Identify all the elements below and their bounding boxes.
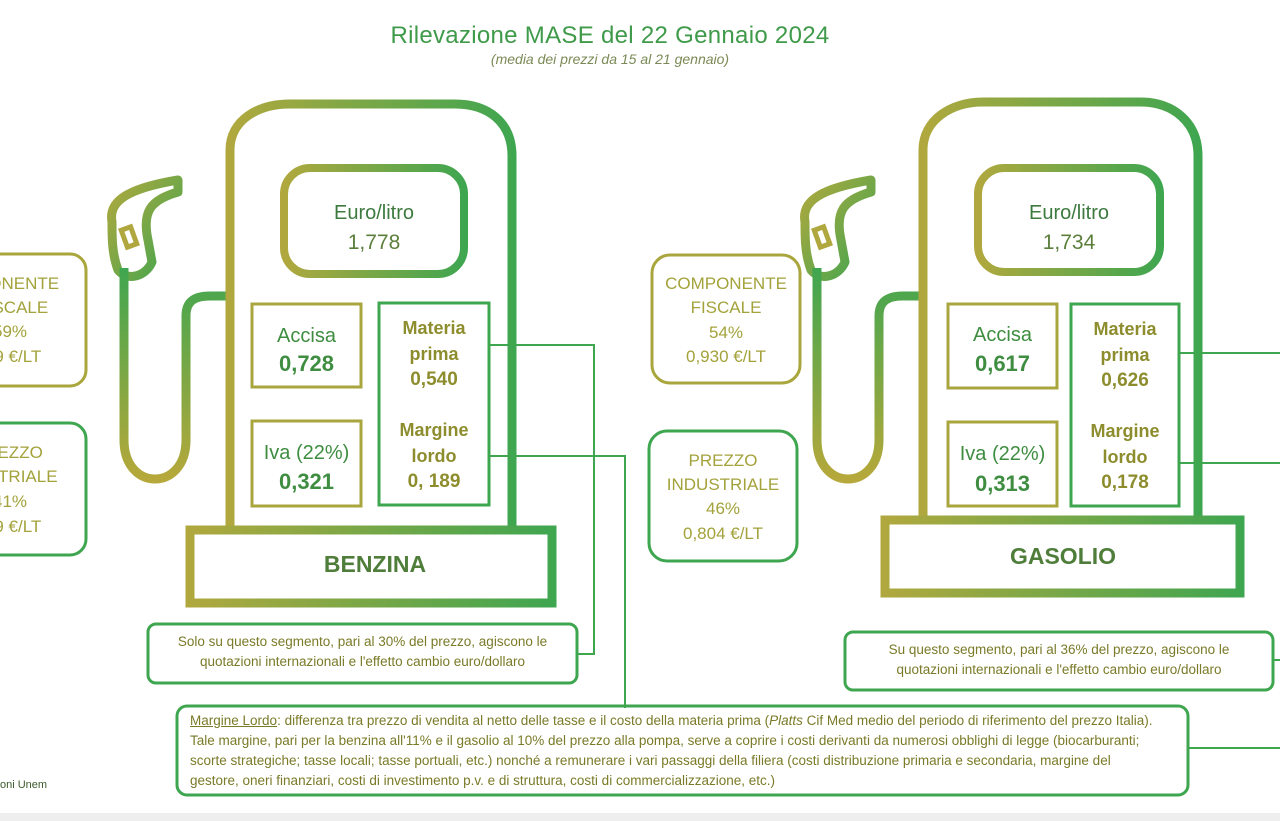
margin-note-box xyxy=(175,704,1190,797)
gasolio-industriale-line-2: INDUSTRIALE xyxy=(666,475,780,494)
gasolio-segment-note-box xyxy=(843,630,1275,692)
margin-note-line-4: gestore, oneri finanziari, costi di inve… xyxy=(190,773,775,788)
gasolio-industriale-line-1: PREZZO xyxy=(688,451,758,470)
gasolio-pump-body xyxy=(918,97,1203,518)
benzina-margine-label-2: lordo xyxy=(411,446,457,466)
benzina-fiscale-box xyxy=(0,252,88,388)
gasolio-display xyxy=(974,164,1164,276)
gasolio-segment-note-line-2: quotazioni internazionali e l'effetto ca… xyxy=(896,662,1222,677)
gasolio-base xyxy=(880,515,1245,598)
benzina-pump-body xyxy=(225,99,517,528)
margin-note-line-2: Tale margine, pari per la benzina all'11… xyxy=(190,733,1140,748)
gasolio-industriale-line-3: 46% xyxy=(705,499,741,518)
gasolio-margine-value: 0,178 xyxy=(1101,472,1149,493)
gasolio-name: GASOLIO xyxy=(1009,543,1117,569)
margin-note-line-1-b: Cif Med medio del periodo di riferimento… xyxy=(802,713,1153,728)
gasolio-materia-label-2: prima xyxy=(1100,345,1150,365)
gasolio-nozzle-icon xyxy=(800,175,876,281)
gasolio-iva-label: Iva (22%) xyxy=(959,443,1046,465)
gasolio-industriale-line-4: 0,804 €/LT xyxy=(682,524,764,543)
gasolio-margine-label-2: lordo xyxy=(1102,447,1148,467)
gasolio-accisa-box xyxy=(946,302,1059,390)
benzina-segment-note-line-2: quotazioni internazionali e l'effetto ca… xyxy=(199,654,526,669)
benzina-industriale-line-3: 41% xyxy=(0,492,28,511)
gasolio-fiscale-line-3: 54% xyxy=(708,323,744,342)
benzina-industriale-box xyxy=(377,301,491,507)
benzina-iva-box xyxy=(250,419,363,508)
benzina-industriale-line-1: REZZO xyxy=(0,443,43,462)
benzina-materia-label-2: prima xyxy=(409,344,459,364)
gasolio-accisa-value: 0,617 xyxy=(974,351,1031,376)
gasolio-iva-box xyxy=(946,420,1059,508)
margin-note-line-1: Margine Lordo: differenza tra prezzo di … xyxy=(190,711,1175,731)
benzina-fiscale-line-1: PONENTE xyxy=(0,274,60,293)
gasolio-industriale-box xyxy=(1069,302,1181,508)
benzina-pump xyxy=(107,99,557,608)
benzina-iva-value: 0,321 xyxy=(278,469,335,494)
benzina-name: BENZINA xyxy=(323,551,427,577)
gasolio-fiscale-line-4: 0,930 €/LT xyxy=(685,347,767,366)
benzina-margine-value: 0, 189 xyxy=(407,471,461,492)
benzina-accisa-box xyxy=(250,302,363,389)
gasolio-materia-label-1: Materia xyxy=(1093,319,1157,339)
page-subtitle: (media dei prezzi da 15 al 21 gennaio) xyxy=(490,51,730,67)
bottom-strip xyxy=(0,813,1280,821)
margin-note-line-1-a: : differenza tra prezzo di vendita al ne… xyxy=(277,713,770,728)
gasolio-euro-litro-value: 1,734 xyxy=(1042,231,1096,254)
benzina-fiscale-line-2: ISCALE xyxy=(0,298,49,317)
gasolio-segment-note-line-1: Su questo segmento, pari al 36% del prez… xyxy=(888,642,1230,657)
benzina-segment-note-line-1: Solo su questo segmento, pari al 30% del… xyxy=(177,634,548,649)
benzina-display xyxy=(280,164,468,278)
benzina-fiscale-line-3: 59% xyxy=(0,322,28,341)
gasolio-hose xyxy=(812,268,919,484)
source-credit: oni Unem xyxy=(0,779,48,791)
gasolio-accisa-label: Accisa xyxy=(973,324,1032,346)
gasolio-margine-label-1: Margine xyxy=(1090,421,1160,441)
benzina-industriale-line-2: USTRIALE xyxy=(0,467,58,486)
benzina-base xyxy=(185,525,557,608)
margin-note-line-3: scorte strategiche; tasse locali; tasse … xyxy=(190,753,1111,768)
gasolio-fiscale-box xyxy=(650,253,802,385)
benzina-accisa-label: Accisa xyxy=(277,325,336,347)
benzina-nozzle-icon xyxy=(107,175,183,281)
benzina-margine-label-1: Margine xyxy=(399,420,469,440)
benzina-margine-connector xyxy=(489,455,626,708)
benzina-materia-label-1: Materia xyxy=(402,318,466,338)
benzina-materia-connector xyxy=(489,344,595,655)
gasolio-industriale-side-box xyxy=(647,429,799,563)
gasolio-iva-value: 0,313 xyxy=(974,471,1031,496)
benzina-accisa-value: 0,728 xyxy=(278,351,335,376)
page-title: Rilevazione MASE del 22 Gennaio 2024 xyxy=(390,22,830,49)
benzina-euro-litro-value: 1,778 xyxy=(347,231,401,254)
margin-note-term: Margine Lordo xyxy=(190,713,278,728)
gasolio-fiscale-line-1: COMPONENTE xyxy=(665,274,787,293)
benzina-euro-litro-label: Euro/litro xyxy=(333,202,415,224)
benzina-fiscale-line-4: ,049 €/LT xyxy=(0,347,42,366)
gasolio-materia-value: 0,626 xyxy=(1101,370,1149,391)
gasolio-fiscale-line-2: FISCALE xyxy=(690,298,762,317)
gasolio-euro-litro-label: Euro/litro xyxy=(1028,202,1110,224)
benzina-segment-note-box xyxy=(146,622,579,685)
benzina-industriale-side-box xyxy=(0,421,88,557)
benzina-industriale-line-4: ,729 €/LT xyxy=(0,517,42,536)
benzina-hose xyxy=(119,268,226,484)
benzina-iva-label: Iva (22%) xyxy=(263,442,350,464)
gasolio-pump xyxy=(800,97,1245,598)
benzina-materia-value: 0,540 xyxy=(410,369,458,390)
margin-note-platts: Platts xyxy=(769,713,803,728)
